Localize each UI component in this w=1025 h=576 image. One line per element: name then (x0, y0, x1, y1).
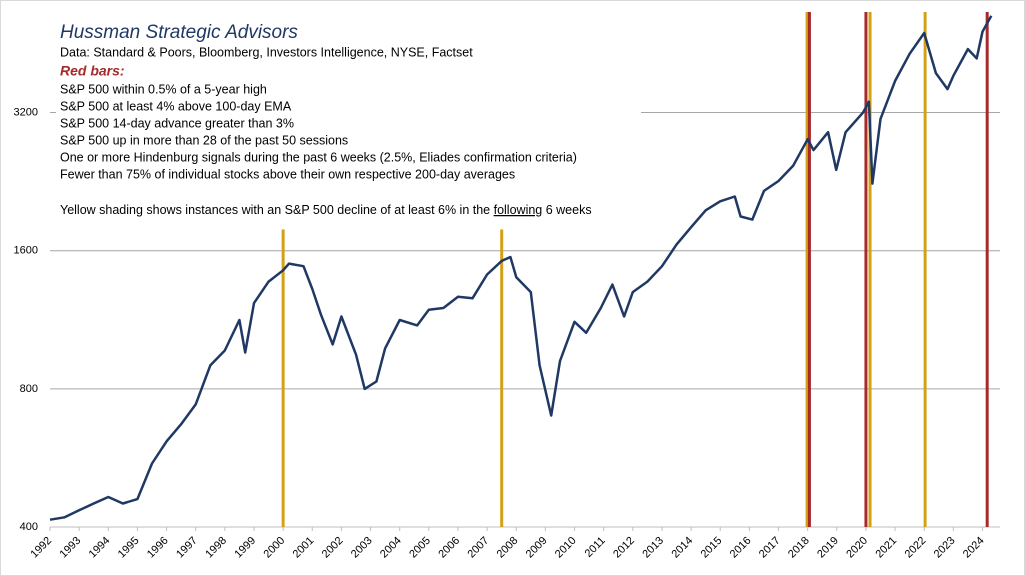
y-tick-label: 1600 (14, 245, 38, 257)
note-underlined: following (494, 203, 543, 217)
y-tick-label: 400 (20, 521, 38, 533)
subtitle: Data: Standard & Poors, Bloomberg, Inves… (60, 45, 473, 59)
legend-line: Fewer than 75% of individual stocks abov… (60, 167, 515, 181)
highlight-bar (868, 12, 872, 527)
text-backdrop (56, 16, 641, 226)
y-tick-label: 3200 (14, 106, 38, 118)
y-tick-label: 800 (20, 383, 38, 395)
legend-line: One or more Hindenburg signals during th… (60, 150, 577, 164)
highlight-bar (923, 12, 927, 527)
highlight-bar (805, 12, 809, 527)
chart-title: Hussman Strategic Advisors (60, 22, 298, 43)
legend-line: S&P 500 within 0.5% of a 5-year high (60, 82, 267, 96)
legend-line: S&P 500 14-day advance greater than 3% (60, 116, 294, 130)
note-text: 6 weeks (542, 203, 591, 217)
note-text: Yellow shading shows instances with an S… (60, 203, 494, 217)
highlight-bar (864, 12, 868, 527)
note: Yellow shading shows instances with an S… (60, 203, 592, 217)
highlight-bar (281, 229, 285, 527)
highlight-bar (985, 12, 989, 527)
price-line (49, 15, 993, 521)
legend-heading: Red bars: (60, 63, 125, 79)
highlight-bar (500, 229, 504, 527)
legend-line: S&P 500 at least 4% above 100-day EMA (60, 99, 292, 113)
legend-line: S&P 500 up in more than 28 of the past 5… (60, 133, 348, 147)
highlight-bar (807, 12, 811, 527)
